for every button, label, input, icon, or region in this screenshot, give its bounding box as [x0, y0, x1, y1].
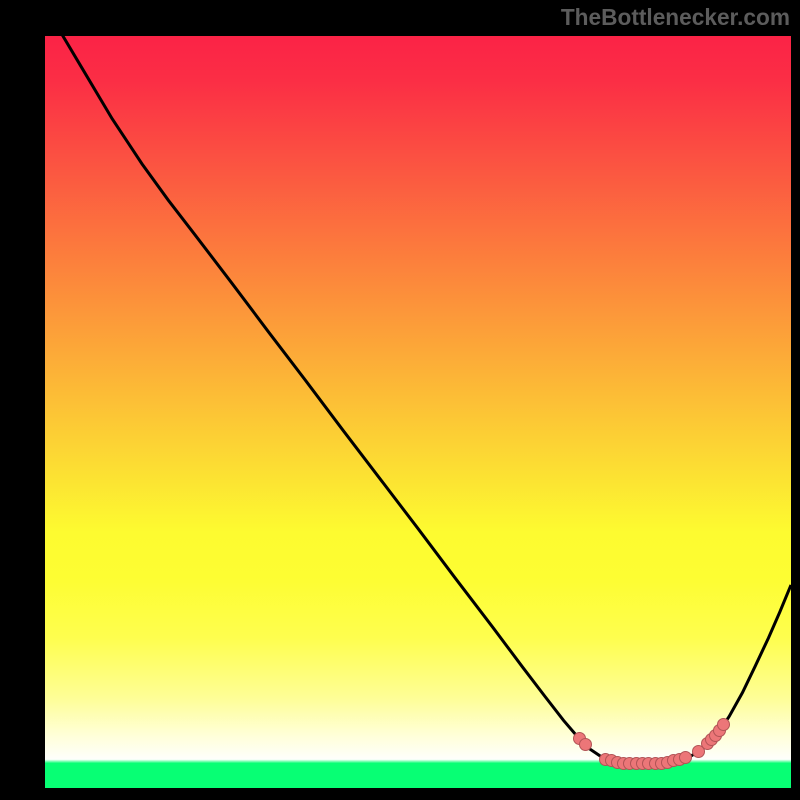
watermark-text: TheBottlenecker.com	[561, 4, 790, 31]
data-marker	[717, 718, 730, 731]
curve-layer	[45, 36, 791, 788]
plot-frame	[43, 34, 793, 790]
main-curve	[45, 36, 791, 764]
data-marker	[579, 738, 592, 751]
root-container: TheBottlenecker.com	[0, 0, 800, 800]
